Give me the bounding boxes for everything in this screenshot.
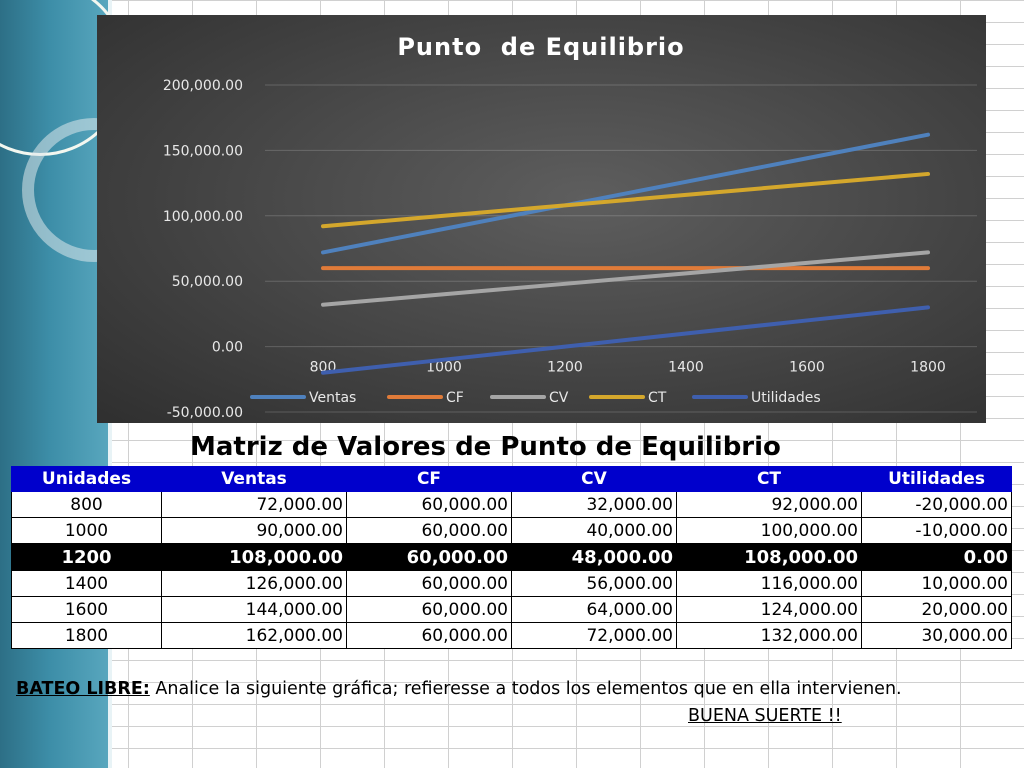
table-row: 800 72,000.00 60,000.00 32,000.00 92,000… (11, 491, 1012, 518)
legend-label: Ventas (309, 390, 356, 406)
legend-label: CT (648, 390, 667, 406)
column-header: Ventas (161, 466, 347, 492)
table-cell: 0.00 (861, 543, 1012, 571)
matrix-title: Matriz de Valores de Punto de Equilibrio (190, 432, 781, 462)
table-cell: 108,000.00 (161, 543, 347, 571)
table-cell: 1200 (11, 543, 162, 571)
table-cell: 124,000.00 (676, 596, 862, 623)
table-cell: 1600 (11, 596, 162, 623)
series-line-utilidades (321, 305, 930, 375)
table-cell: -20,000.00 (861, 491, 1012, 518)
table-cell: 126,000.00 (161, 570, 347, 597)
table-cell: 162,000.00 (161, 622, 347, 649)
series-line-ct (321, 171, 930, 229)
table-cell: 10,000.00 (861, 570, 1012, 597)
table-cell: 800 (11, 491, 162, 518)
table-cell: 60,000.00 (346, 570, 512, 597)
x-tick-label: 1400 (668, 360, 704, 376)
column-header: CV (511, 466, 677, 492)
table-cell: 144,000.00 (161, 596, 347, 623)
table-cell: 60,000.00 (346, 517, 512, 544)
legend-label: CF (446, 390, 464, 406)
y-tick-label: -50,000.00 (167, 405, 243, 421)
table-cell: 40,000.00 (511, 517, 677, 544)
table-row: 1400 126,000.00 60,000.00 56,000.00 116,… (11, 570, 1012, 597)
y-tick-label: 50,000.00 (172, 274, 243, 290)
table-cell: 72,000.00 (161, 491, 347, 518)
breakeven-row: 1200 108,000.00 60,000.00 48,000.00 108,… (11, 543, 1012, 571)
table-row: 1800 162,000.00 60,000.00 72,000.00 132,… (11, 622, 1012, 649)
table-cell: 1000 (11, 517, 162, 544)
table-cell: 30,000.00 (861, 622, 1012, 649)
breakeven-chart: 200,000.00 150,000.00 100,000.00 50,000.00 0… (97, 15, 986, 423)
table-cell: 64,000.00 (511, 596, 677, 623)
table-cell: 92,000.00 (676, 491, 862, 518)
legend-label: CV (549, 390, 569, 406)
table-cell: 1400 (11, 570, 162, 597)
table-cell: 60,000.00 (346, 543, 512, 571)
column-header: Utilidades (861, 466, 1012, 492)
chart-title: Punto de Equilibrio (397, 33, 684, 61)
x-tick-label: 1000 (426, 360, 462, 376)
table-cell: 108,000.00 (676, 543, 862, 571)
table-cell: 20,000.00 (861, 596, 1012, 623)
column-header: CT (676, 466, 862, 492)
table-cell: 116,000.00 (676, 570, 862, 597)
column-header: CF (346, 466, 512, 492)
table-cell: 72,000.00 (511, 622, 677, 649)
table-cell: 100,000.00 (676, 517, 862, 544)
x-tick-label: 1800 (910, 360, 946, 376)
table-cell: 60,000.00 (346, 596, 512, 623)
series-line-ventas (321, 132, 930, 255)
x-tick-label: 1200 (547, 360, 583, 376)
table-cell: -10,000.00 (861, 517, 1012, 544)
table-cell: 48,000.00 (511, 543, 677, 571)
series-line-cv (321, 250, 930, 307)
table-cell: 32,000.00 (511, 491, 677, 518)
x-tick-label: 1600 (789, 360, 825, 376)
good-luck-text: BUENA SUERTE !! (688, 706, 842, 726)
table-cell: 1800 (11, 622, 162, 649)
table-cell: 132,000.00 (676, 622, 862, 649)
legend-label: Utilidades (751, 390, 821, 406)
table-header-row: Unidades Ventas CF CV CT Utilidades (11, 466, 1012, 492)
values-matrix-table: Unidades Ventas CF CV CT Utilidades 800 … (11, 466, 1012, 649)
table-cell: 56,000.00 (511, 570, 677, 597)
table-cell: 90,000.00 (161, 517, 347, 544)
instruction-text: Analice la siguiente gráfica; refieresse… (149, 679, 902, 699)
y-tick-label: 150,000.00 (163, 143, 243, 159)
chart-svg: 200,000.00 150,000.00 100,000.00 50,000.00 0… (163, 33, 977, 421)
column-header: Unidades (11, 466, 162, 492)
y-tick-label: 200,000.00 (163, 78, 243, 94)
table-row: 1600 144,000.00 60,000.00 64,000.00 124,… (11, 596, 1012, 623)
table-cell: 60,000.00 (346, 622, 512, 649)
table-cell: 60,000.00 (346, 491, 512, 518)
bateo-libre-label: BATEO LIBRE: (16, 679, 150, 699)
instructions-text: BATEO LIBRE: Analice la siguiente gráfic… (16, 676, 1006, 726)
table-row: 1000 90,000.00 60,000.00 40,000.00 100,0… (11, 517, 1012, 544)
y-tick-label: 0.00 (212, 340, 243, 356)
y-tick-label: 100,000.00 (163, 209, 243, 225)
